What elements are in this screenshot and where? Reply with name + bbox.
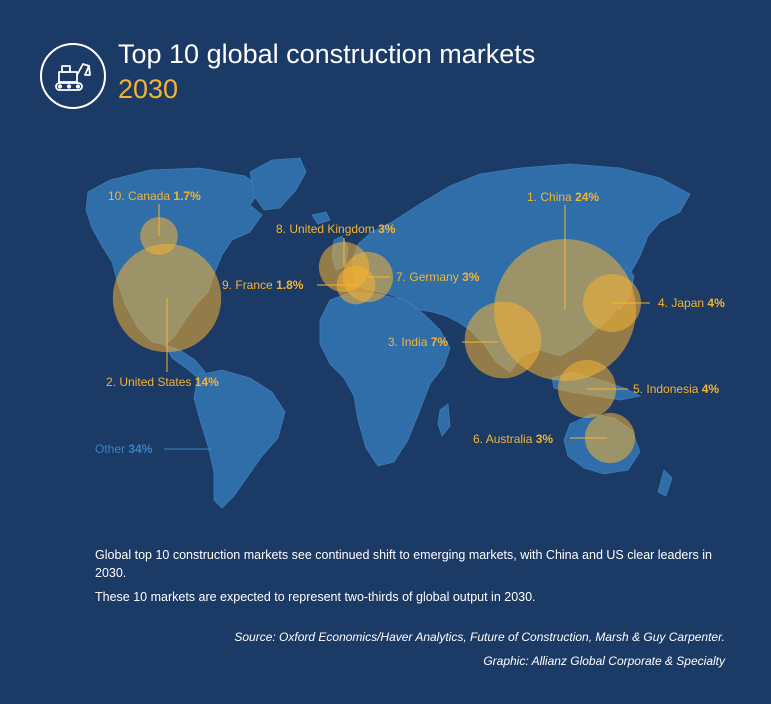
bubble-indonesia — [558, 360, 616, 418]
land-south-america — [193, 369, 286, 509]
label-india: 3. India 7% — [388, 335, 449, 349]
page-title: Top 10 global construction markets — [118, 39, 536, 69]
bubble-united-states — [112, 243, 222, 353]
description-paragraph-1: Global top 10 construction markets see c… — [95, 548, 712, 580]
bubble-japan — [583, 274, 641, 332]
land-africa — [319, 291, 451, 467]
graphic-credit: Graphic: Allianz Global Corporate & Spec… — [483, 654, 725, 668]
land-new-zealand — [657, 469, 673, 497]
world-map — [85, 157, 691, 509]
bubble-india — [464, 301, 542, 379]
excavator-icon — [40, 43, 106, 109]
bubble-australia — [584, 412, 636, 464]
source-credit: Source: Oxford Economics/Haver Analytics… — [234, 630, 725, 644]
land-iceland — [311, 211, 331, 225]
bubble-france — [336, 265, 376, 305]
land-madagascar — [437, 403, 451, 437]
label-canada: 10. Canada 1.7% — [108, 189, 201, 203]
label-germany: 7. Germany 3% — [396, 270, 480, 284]
label-france: 9. France 1.8% — [222, 278, 304, 292]
label-united-states: 2. United States 14% — [106, 375, 219, 389]
bubble-canada — [140, 217, 178, 255]
label-indonesia: 5. Indonesia 4% — [633, 382, 720, 396]
label-united-kingdom: 8. United Kingdom 3% — [276, 222, 396, 236]
market-bubbles — [112, 217, 641, 464]
page-subtitle-year: 2030 — [118, 74, 179, 104]
label-australia: 6. Australia 3% — [473, 432, 554, 446]
label-japan: 4. Japan 4% — [658, 296, 725, 310]
label-china: 1. China 24% — [527, 190, 600, 204]
land-greenland — [249, 157, 307, 211]
label-other: Other 34% — [95, 442, 153, 456]
description-paragraph-2: These 10 markets are expected to represe… — [95, 590, 536, 604]
